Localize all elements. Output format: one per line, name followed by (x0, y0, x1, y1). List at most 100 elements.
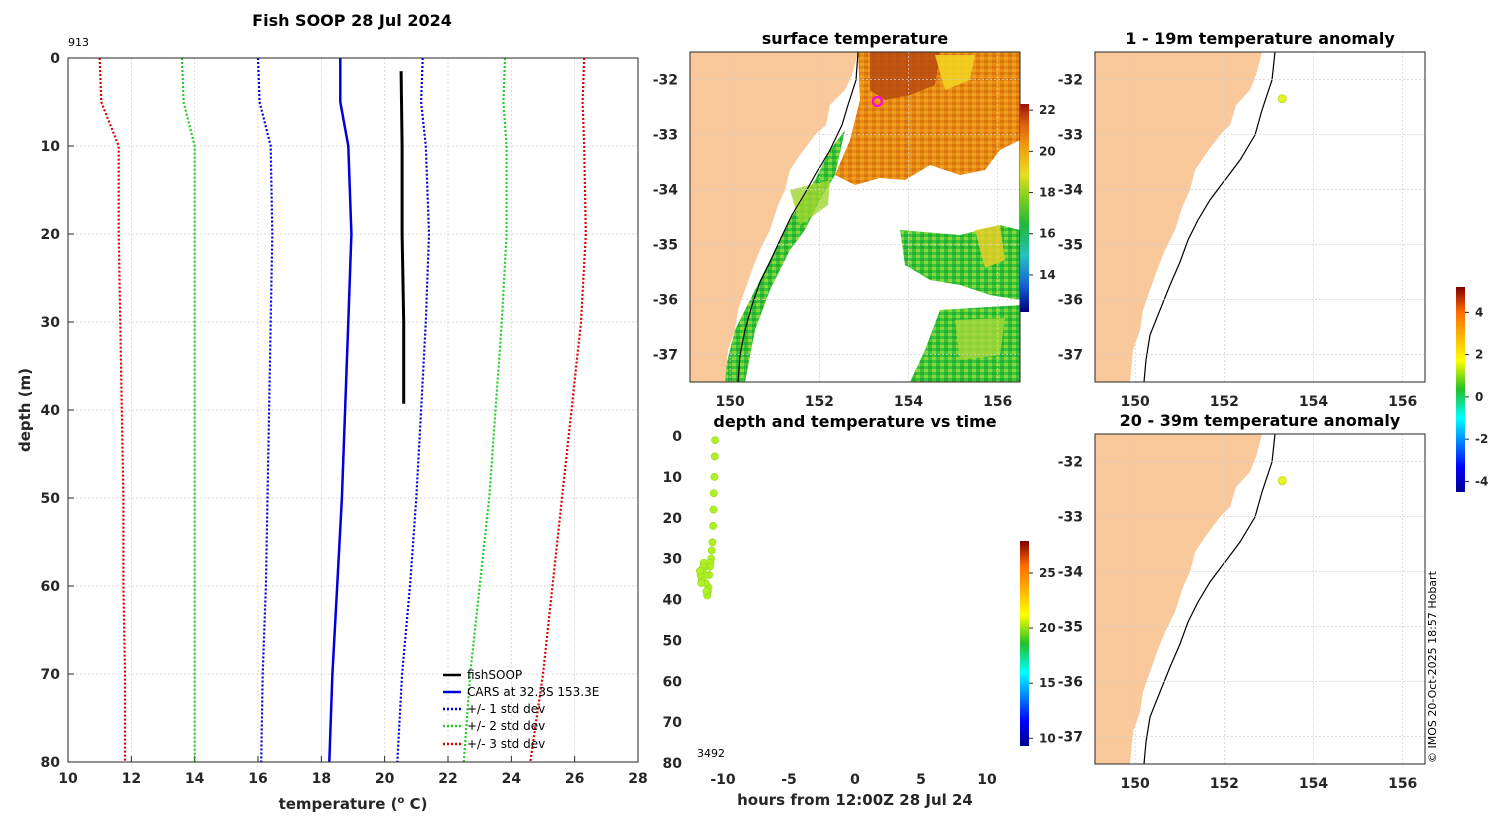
track-xtick-label: -5 (781, 772, 797, 788)
track-xlabel: hours from 12:00Z 28 Jul 24 (737, 791, 973, 809)
anomaly2-lat-label: -36 (1058, 675, 1083, 691)
track-ytick-label: 0 (672, 429, 682, 445)
legend-label-std1: +/- 1 std dev (467, 702, 545, 716)
anomaly2-lat-label: -35 (1058, 620, 1083, 636)
profile-xtick-label: 10 (58, 771, 78, 787)
anomaly2-marker (1277, 476, 1287, 486)
sst-ticks: 150 152 154 156 -32 -33 -34 -35 -36 -37 (653, 73, 1013, 411)
anomaly2-lat-label: -32 (1058, 455, 1083, 471)
anomaly2-contour (1143, 434, 1276, 764)
anomaly1-lat-label: -37 (1058, 348, 1083, 364)
sst-colorbar-tick-label: 18 (1039, 186, 1056, 200)
track-ytick-label: 10 (663, 470, 683, 486)
anomaly1-lon-label: 152 (1210, 394, 1239, 410)
sst-colorbar-tick-label: 20 (1039, 144, 1056, 158)
sst-colorbar-tick-label: 16 (1039, 227, 1056, 241)
profile-xtick-label: 16 (248, 771, 267, 787)
track-corner-label: 3492 (697, 747, 725, 760)
sst-lat-label: -33 (653, 128, 678, 144)
legend-label-fishsoop: fishSOOP (467, 668, 522, 682)
track-title: depth and temperature vs time (713, 412, 996, 431)
profile-xtick-label: 22 (438, 771, 457, 787)
anomaly1-contour (1143, 52, 1276, 382)
profile-xlabel: temperature (o C) (279, 795, 428, 813)
track-xtick-label: 0 (850, 772, 860, 788)
sst-south-yellowgreen (955, 318, 1005, 360)
profile-ytick-label: 10 (41, 139, 61, 155)
track-point (709, 505, 718, 514)
sst-lon-label: 154 (894, 394, 923, 410)
anomaly-map-1-panel: 1 - 19m temperature anomaly 150 152 154 156… (1058, 29, 1426, 410)
track-point (696, 566, 704, 575)
track-colorbar-ticks: 10 15 20 25 (1029, 566, 1056, 745)
profile-ytick-label: 60 (41, 579, 61, 595)
track-point (710, 472, 719, 481)
track-colorbar-tick-label: 10 (1039, 731, 1056, 745)
anomaly2-frame (1094, 433, 1426, 765)
track-point (707, 546, 716, 555)
anomaly1-lon-label: 156 (1388, 394, 1417, 410)
track-colorbar (1020, 541, 1029, 746)
anomaly1-map-body (1095, 52, 1425, 382)
profile-ytick-label: 40 (41, 403, 61, 419)
anomaly1-lon-label: 150 (1121, 394, 1150, 410)
anomaly1-grid (1095, 52, 1425, 382)
track-ytick-label: 80 (663, 756, 683, 772)
anomaly1-lat-label: -32 (1058, 73, 1083, 89)
anomaly2-lat-label: -33 (1058, 510, 1083, 526)
profile-ytick-label: 20 (41, 227, 61, 243)
profile-ytick-label: 0 (50, 51, 60, 67)
sst-colorbar-tick-label: 14 (1039, 268, 1056, 282)
track-ytick-label: 60 (663, 674, 683, 690)
profile-xtick-label: 20 (375, 771, 395, 787)
legend-label-cars: CARS at 32.3S 153.3E (467, 685, 599, 699)
copyright-note: © IMOS 20-Oct-2025 18:57 Hobart (1426, 570, 1439, 763)
anomaly1-marker (1277, 94, 1287, 104)
profile-corner-label: 913 (68, 36, 89, 49)
anomaly-colorbar-tick-label: 0 (1475, 390, 1483, 404)
track-colorbar-tick-label: 15 (1039, 676, 1056, 690)
sst-shelf-yellowgreen (790, 180, 830, 225)
sst-colorbar-tick-label: 22 (1039, 103, 1056, 117)
sst-location-marker (871, 96, 883, 107)
track-ticks: -10 -5 0 5 10 0 10 20 30 40 50 60 70 80 (663, 429, 997, 788)
track-point (697, 579, 706, 588)
profile-line-1-std (396, 58, 431, 762)
track-point (709, 522, 717, 530)
profile-title: Fish SOOP 28 Jul 2024 (252, 11, 452, 30)
track-ytick-label: 20 (663, 511, 683, 527)
sst-map-body (690, 52, 1020, 382)
profile-frame (67, 57, 639, 763)
profile-line-2-std (462, 58, 508, 762)
profile-ytick-label: 30 (41, 315, 61, 331)
track-xtick-label: 5 (916, 772, 926, 788)
sst-hot-core (870, 52, 940, 100)
anomaly1-title: 1 - 19m temperature anomaly (1125, 29, 1395, 48)
profile-grid (67, 57, 639, 763)
profile-ytick-label: 50 (41, 491, 61, 507)
profile-xtick-label: 28 (628, 771, 647, 787)
anomaly2-lon-label: 154 (1299, 776, 1328, 792)
depth-time-panel: depth and temperature vs time -10 -5 0 5 10 0… (663, 412, 1056, 809)
track-points (696, 436, 719, 600)
sst-lat-label: -37 (653, 348, 678, 364)
anomaly2-map-body (1095, 434, 1425, 764)
profile-panel: Fish SOOP 28 Jul 2024 913 10 12 14 16 18 20 22… (16, 11, 648, 813)
profile-line-cars (328, 58, 353, 762)
sst-title: surface temperature (762, 29, 949, 48)
anomaly1-frame (1094, 51, 1426, 383)
sst-grid (690, 52, 1020, 382)
profile-lines (98, 58, 587, 762)
anomaly1-lat-label: -33 (1058, 128, 1083, 144)
track-ytick-label: 30 (663, 552, 683, 568)
sst-colorbar (1020, 104, 1029, 312)
anomaly-colorbar-tick-label: -2 (1475, 432, 1488, 446)
track-xtick-label: 10 (977, 772, 997, 788)
track-point (710, 452, 719, 461)
sst-map-panel: surface temperature 150 152 154 156 -32 -33 -3… (653, 29, 1056, 410)
track-colorbar-tick-label: 20 (1039, 621, 1056, 635)
track-point (709, 489, 718, 498)
anomaly2-lon-label: 156 (1388, 776, 1417, 792)
legend-label-std3: +/- 3 std dev (467, 737, 545, 751)
